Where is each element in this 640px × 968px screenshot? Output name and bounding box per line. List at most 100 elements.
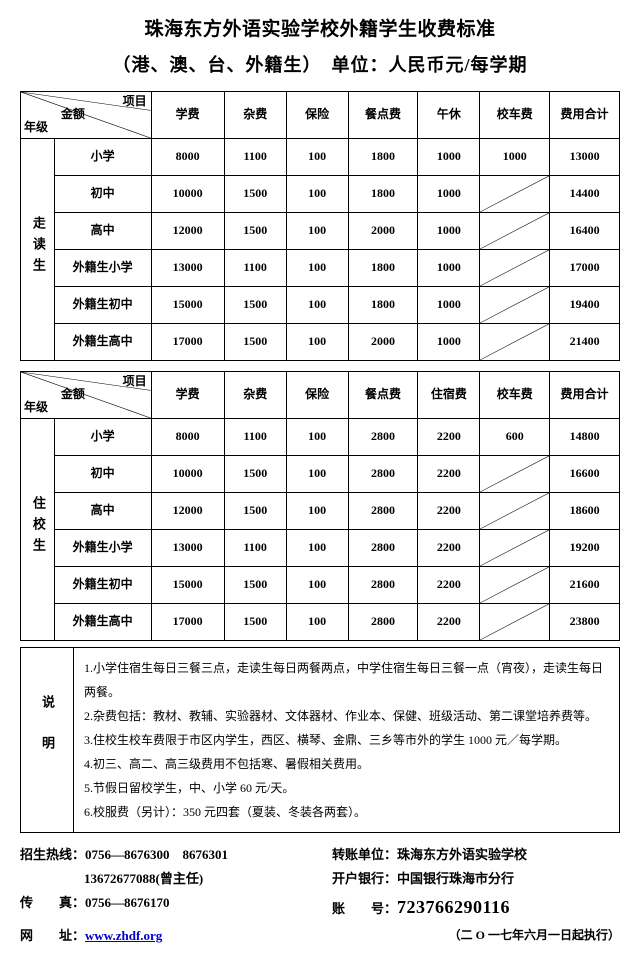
- table-row: 初中1000015001002800220016600: [21, 456, 620, 493]
- cell: 19200: [550, 530, 620, 567]
- table-row: 高中1200015001002000100016400: [21, 213, 620, 250]
- cell: 1000: [418, 139, 480, 176]
- cell: 1500: [224, 604, 286, 641]
- website-link[interactable]: www.zhdf.org: [85, 928, 162, 943]
- cell: 1100: [224, 530, 286, 567]
- cell: 1800: [348, 176, 418, 213]
- cell: 2800: [348, 419, 418, 456]
- notes-label: 说明: [34, 695, 60, 777]
- col-header: 杂费: [224, 92, 286, 139]
- cell: [480, 250, 550, 287]
- notes-label-cell: 说明: [21, 648, 74, 833]
- footer: 招生热线：0756—8676300 8676301 转账单位：珠海东方外语实验学…: [20, 843, 620, 948]
- cell: 13000: [151, 530, 224, 567]
- cell: 100: [286, 176, 348, 213]
- cell: 600: [480, 419, 550, 456]
- col-header: 杂费: [224, 372, 286, 419]
- cell: 1100: [224, 419, 286, 456]
- table-row: 外籍生高中1700015001002800220023800: [21, 604, 620, 641]
- col-header: 费用合计: [550, 372, 620, 419]
- col-header: 费用合计: [550, 92, 620, 139]
- hotline-2: 13672677088(曾主任): [84, 871, 203, 886]
- corner-bot: 年级: [24, 400, 48, 416]
- cell: 1000: [418, 213, 480, 250]
- group-label: 走读生: [29, 216, 46, 279]
- cell: 2200: [418, 419, 480, 456]
- note-line: 1.小学住宿生每日三餐三点，走读生每日两餐两点，中学住宿生每日三餐一点（宵夜），…: [84, 656, 609, 704]
- cell: 2200: [418, 456, 480, 493]
- group-label-cell: 走读生: [21, 139, 55, 361]
- corner-bot: 年级: [24, 120, 48, 136]
- page-title: 珠海东方外语实验学校外籍学生收费标准: [20, 14, 620, 41]
- cell: 1800: [348, 139, 418, 176]
- cell: [480, 530, 550, 567]
- payee-label: 转账单位：: [332, 847, 397, 862]
- note-line: 3.住校生校车费限于市区内学生，西区、横琴、金鼎、三乡等市外的学生 1000 元…: [84, 728, 609, 752]
- cell: 12000: [151, 213, 224, 250]
- corner-cell: 项目金额年级: [21, 92, 152, 139]
- cell: 2200: [418, 604, 480, 641]
- cell: 2800: [348, 567, 418, 604]
- table-row: 外籍生小学1300011001001800100017000: [21, 250, 620, 287]
- cell: 16600: [550, 456, 620, 493]
- col-header: 保险: [286, 372, 348, 419]
- table-row: 外籍生初中1500015001002800220021600: [21, 567, 620, 604]
- cell: 1800: [348, 250, 418, 287]
- col-header: 餐点费: [348, 92, 418, 139]
- cell: 21600: [550, 567, 620, 604]
- cell: 100: [286, 250, 348, 287]
- group-label: 住校生: [29, 496, 46, 559]
- notes-body: 1.小学住宿生每日三餐三点，走读生每日两餐两点，中学住宿生每日三餐一点（宵夜），…: [74, 648, 620, 833]
- cell: 17000: [550, 250, 620, 287]
- note-line: 6.校服费（另计）：350 元四套（夏装、冬装各两套）。: [84, 800, 609, 824]
- row-name: 外籍生小学: [54, 250, 151, 287]
- row-name: 外籍生高中: [54, 604, 151, 641]
- cell: 100: [286, 456, 348, 493]
- cell: 13000: [550, 139, 620, 176]
- row-name: 初中: [54, 176, 151, 213]
- table-row: 住校生小学800011001002800220060014800: [21, 419, 620, 456]
- corner-mid: 金额: [61, 107, 85, 123]
- acct-label: 账 号：: [332, 901, 397, 916]
- table-row: 走读生小学8000110010018001000100013000: [21, 139, 620, 176]
- row-name: 小学: [54, 139, 151, 176]
- col-header: 学费: [151, 372, 224, 419]
- row-name: 高中: [54, 493, 151, 530]
- cell: 100: [286, 604, 348, 641]
- cell: 100: [286, 530, 348, 567]
- note-line: 4.初三、高二、高三级费用不包括寒、暑假相关费用。: [84, 752, 609, 776]
- cell: 2800: [348, 604, 418, 641]
- cell: 100: [286, 324, 348, 361]
- note-line: 5.节假日留校学生，中、小学 60 元/天。: [84, 776, 609, 800]
- payee: 珠海东方外语实验学校: [397, 847, 527, 862]
- page-subtitle: （港、澳、台、外籍生） 单位：人民币元/每学期: [20, 51, 620, 77]
- notes-table: 说明 1.小学住宿生每日三餐三点，走读生每日两餐两点，中学住宿生每日三餐一点（宵…: [20, 647, 620, 833]
- col-header: 住宿费: [418, 372, 480, 419]
- cell: 12000: [151, 493, 224, 530]
- hotline-label: 招生热线：: [20, 847, 85, 862]
- cell: 2800: [348, 530, 418, 567]
- cell: 14400: [550, 176, 620, 213]
- cell: 1500: [224, 287, 286, 324]
- table-row: 外籍生高中1700015001002000100021400: [21, 324, 620, 361]
- cell: 2000: [348, 213, 418, 250]
- cell: [480, 604, 550, 641]
- cell: 8000: [151, 419, 224, 456]
- exec-date: （二 O 一七年六月一日起执行）: [332, 924, 620, 948]
- cell: [480, 176, 550, 213]
- cell: [480, 456, 550, 493]
- cell: 19400: [550, 287, 620, 324]
- table-row: 高中1200015001002800220018600: [21, 493, 620, 530]
- cell: 100: [286, 287, 348, 324]
- fee-table-boarding: 项目金额年级学费杂费保险餐点费住宿费校车费费用合计住校生小学8000110010…: [20, 371, 620, 641]
- row-name: 高中: [54, 213, 151, 250]
- cell: 1000: [418, 250, 480, 287]
- bank: 中国银行珠海市分行: [397, 871, 514, 886]
- corner-mid: 金额: [61, 387, 85, 403]
- col-header: 校车费: [480, 372, 550, 419]
- note-line: 2.杂费包括：教材、教辅、实验器材、文体器材、作业本、保健、班级活动、第二课堂培…: [84, 704, 609, 728]
- bank-label: 开户银行：: [332, 871, 397, 886]
- cell: 100: [286, 419, 348, 456]
- cell: 2800: [348, 456, 418, 493]
- col-header: 餐点费: [348, 372, 418, 419]
